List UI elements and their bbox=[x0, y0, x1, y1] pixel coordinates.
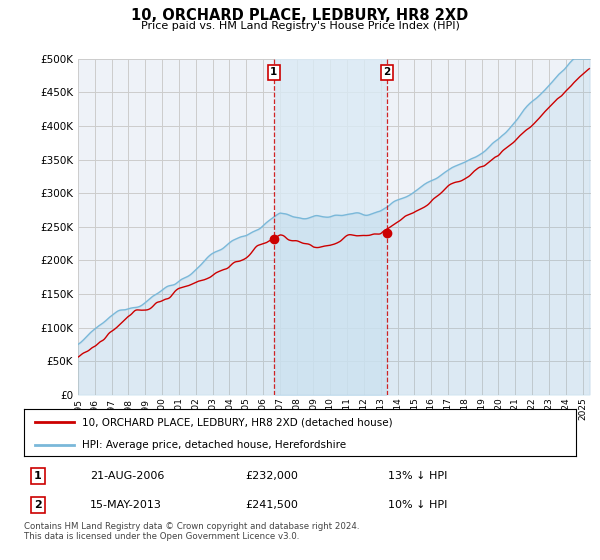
Text: 1: 1 bbox=[270, 67, 277, 77]
Text: Contains HM Land Registry data © Crown copyright and database right 2024.
This d: Contains HM Land Registry data © Crown c… bbox=[24, 522, 359, 542]
Text: Price paid vs. HM Land Registry's House Price Index (HPI): Price paid vs. HM Land Registry's House … bbox=[140, 21, 460, 31]
Text: HPI: Average price, detached house, Herefordshire: HPI: Average price, detached house, Here… bbox=[82, 440, 346, 450]
Text: 21-AUG-2006: 21-AUG-2006 bbox=[90, 470, 164, 480]
Text: £241,500: £241,500 bbox=[245, 500, 298, 510]
Text: £232,000: £232,000 bbox=[245, 470, 298, 480]
Text: 2: 2 bbox=[34, 500, 41, 510]
Text: 10% ↓ HPI: 10% ↓ HPI bbox=[388, 500, 448, 510]
Text: 1: 1 bbox=[34, 470, 41, 480]
Text: 13% ↓ HPI: 13% ↓ HPI bbox=[388, 470, 448, 480]
Text: 10, ORCHARD PLACE, LEDBURY, HR8 2XD: 10, ORCHARD PLACE, LEDBURY, HR8 2XD bbox=[131, 8, 469, 24]
Text: 10, ORCHARD PLACE, LEDBURY, HR8 2XD (detached house): 10, ORCHARD PLACE, LEDBURY, HR8 2XD (det… bbox=[82, 417, 392, 427]
Text: 15-MAY-2013: 15-MAY-2013 bbox=[90, 500, 162, 510]
Text: 2: 2 bbox=[383, 67, 391, 77]
